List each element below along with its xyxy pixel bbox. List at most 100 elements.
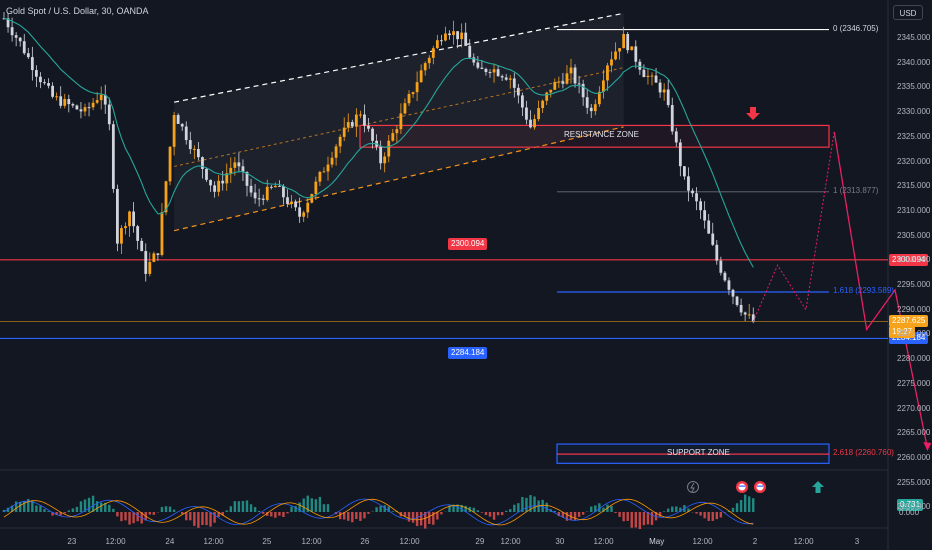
oscillator-bar <box>610 506 613 512</box>
candle-body <box>666 89 670 106</box>
candle-body <box>233 162 237 168</box>
candle-body <box>346 122 350 128</box>
oscillator-bar <box>270 512 273 517</box>
candle-body <box>95 100 99 103</box>
oscillator-bar <box>415 512 419 527</box>
oscillator-bar <box>440 512 443 515</box>
candle-body <box>298 207 302 217</box>
candle-body <box>140 240 144 252</box>
candle-body <box>488 72 492 74</box>
us-flag-event-inner-1 <box>738 483 746 491</box>
candle-body <box>39 76 42 83</box>
oscillator-bar <box>229 506 232 512</box>
candle-body <box>59 96 63 106</box>
oscillator-bar <box>748 496 751 512</box>
candle-body <box>205 168 208 180</box>
candle-body <box>91 102 95 108</box>
x-axis-tick: 25 <box>262 537 272 546</box>
candle-body <box>747 314 751 316</box>
support-zone-label: SUPPORT ZONE <box>667 447 730 457</box>
candle-body <box>723 272 727 281</box>
candle-body <box>427 57 431 64</box>
candle-body <box>415 82 419 93</box>
oscillator-bar <box>108 504 111 512</box>
oscillator-bar <box>662 511 666 512</box>
oscillator-bar <box>262 512 265 514</box>
candle-body <box>79 109 83 112</box>
y-axis-tick: 2250.000 <box>897 502 931 512</box>
candle-body <box>342 127 346 137</box>
x-axis-tick: 12:00 <box>692 537 713 546</box>
candle-body <box>533 119 536 128</box>
candle-body <box>14 35 18 38</box>
y-axis-tick: 2290.000 <box>897 304 931 314</box>
oscillator-bar <box>650 512 654 525</box>
oscillator-bar <box>456 504 459 512</box>
candle-body <box>383 156 387 164</box>
y-axis-tick: 2255.000 <box>897 477 931 487</box>
candle-body <box>237 162 241 167</box>
candle-body <box>83 107 87 112</box>
candle-body <box>314 181 318 194</box>
candle-body <box>569 67 573 74</box>
oscillator-bar <box>731 507 735 512</box>
candle-body <box>403 103 407 114</box>
x-axis-tick: 26 <box>360 537 370 546</box>
candle-body <box>581 83 585 98</box>
candle-body <box>670 105 674 132</box>
candle-body <box>525 107 528 120</box>
currency-button[interactable]: USD <box>893 5 923 20</box>
oscillator-bar <box>59 512 62 516</box>
candle-body <box>286 197 289 204</box>
oscillator-bar <box>496 512 500 516</box>
oscillator-bar <box>367 512 370 514</box>
candle-body <box>678 142 682 167</box>
candle-body <box>626 33 630 51</box>
candle-body <box>638 61 642 70</box>
candle-body <box>691 190 694 194</box>
candle-body <box>480 67 484 69</box>
oscillator-bar <box>112 508 115 512</box>
support-line-price-tag: 2284.184 <box>448 347 488 360</box>
candle-body <box>87 107 91 109</box>
oscillator-bar <box>87 497 91 512</box>
oscillator-bar <box>355 512 358 519</box>
oscillator-bar <box>136 512 139 522</box>
x-axis-tick: 12:00 <box>301 537 322 546</box>
oscillator-bar <box>739 499 743 512</box>
oscillator-zero-label: 0.000 <box>899 508 920 517</box>
y-axis-tick: 2300.000 <box>897 255 931 265</box>
oscillator-bar <box>675 506 678 512</box>
oscillator-bar <box>476 510 480 512</box>
oscillator-bar <box>205 512 208 526</box>
oscillator-bar <box>699 512 702 516</box>
oscillator-bar <box>35 505 38 512</box>
candle-body <box>310 193 314 203</box>
oscillator-bar <box>752 498 755 512</box>
oscillator-bar <box>711 512 714 521</box>
y-axis-tick: 2275.000 <box>897 378 931 388</box>
us-flag-event-stripe-2 <box>757 485 763 487</box>
candle-body <box>103 94 107 105</box>
oscillator-bar <box>634 512 637 528</box>
x-axis-tick: 12:00 <box>793 537 814 546</box>
candle-body <box>241 166 245 172</box>
candle-body <box>371 128 374 141</box>
oscillator-bar <box>67 510 70 512</box>
y-axis-tick: 2280.000 <box>897 354 931 364</box>
oscillator-bar <box>282 512 285 518</box>
oscillator-bar <box>95 501 99 512</box>
oscillator-bar <box>411 512 415 523</box>
oscillator-bar <box>2 509 6 512</box>
candle-body <box>152 253 156 262</box>
oscillator-bar <box>505 510 508 512</box>
oscillator-bar <box>51 512 54 516</box>
candle-body <box>136 226 140 241</box>
oscillator-bar <box>452 504 455 512</box>
oscillator-bar <box>464 505 467 512</box>
channel-lower-line <box>173 126 624 232</box>
candle-body <box>630 46 634 51</box>
oscillator-bar <box>598 503 601 512</box>
oscillator-bar <box>577 512 581 517</box>
